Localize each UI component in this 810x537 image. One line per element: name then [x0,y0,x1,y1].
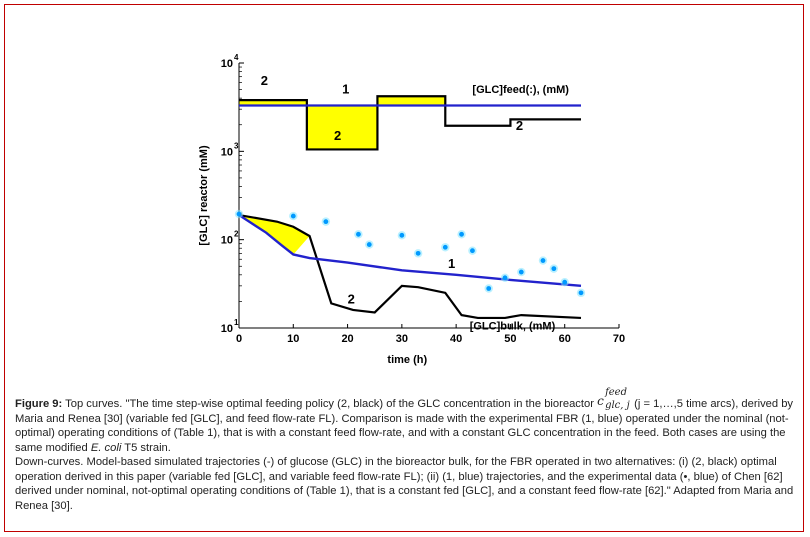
x-tick-label-40: 40 [450,333,462,345]
caption-down: Down-curves. Model-based simulated traje… [15,456,794,512]
label-top-optimal-mid: 2 [334,128,341,143]
x-tick-label-50: 50 [504,333,516,345]
x-tick-label-70: 70 [613,333,625,345]
y-tick-exp-1: 1 [234,318,239,327]
label-top-nominal: 1 [342,82,349,97]
series-bulk-nominal [238,214,582,288]
caption-strain-italic: E. coli [90,441,122,454]
feed-symbol: c feed glc, j [597,387,631,411]
figure-label: Figure 9: [15,398,63,410]
y-tick-exp-2: 2 [234,230,239,239]
experimental-point [540,258,546,263]
x-tick-label-0: 0 [236,333,242,345]
label-bottom-nominal: 1 [448,256,455,271]
feed-fill-region-1 [239,100,307,106]
figure-image: 0 10 20 30 40 50 60 70 10 1 10 2 10 3 10 4 [GLC] reactor… [189,43,629,377]
label-top-optimal-right: 2 [516,118,523,133]
caption-top: Figure 9: Top curves. "The time step-wis… [15,387,795,455]
x-axis-label: time (h) [387,354,427,366]
experimental-point [290,213,296,219]
label-bulk: [GLC]bulk, (mM) [470,321,556,333]
experimental-point [518,269,524,275]
experimental-point [486,286,492,291]
label-feed: [GLC]feed(:), (mM) [472,84,569,96]
y-axis-label: [GLC] reactor (mM) [198,145,210,246]
experimental-point [415,250,421,256]
y-tick-exp-3: 3 [234,141,239,150]
y-tick-base-4: 10 [221,58,233,70]
feed-symbol-sub: glc, j [605,400,630,411]
feed-symbol-base: c [597,394,604,408]
series-feed-optimal [239,95,581,151]
experimental-point [578,290,584,296]
feed-fill-region-3 [377,96,446,106]
experimental-point [442,244,448,250]
x-tick-label-20: 20 [341,333,353,345]
label-bottom-optimal: 2 [348,291,355,306]
experimental-point [236,211,242,217]
caption-top-text-3: T5 strain. [121,441,171,454]
experimental-point [459,231,464,237]
feed-symbol-sup: feed [605,387,628,398]
label-top-optimal-left: 2 [261,73,268,88]
figure-caption: Figure 9: Top curves. "The time step-wis… [15,387,795,513]
feed-fill-region-2 [306,105,378,150]
experimental-point [399,232,405,238]
bulk-fill-region [239,215,310,255]
experimental-point [356,231,361,237]
experimental-point [470,248,475,254]
caption-top-text-2: (j = 1,…,5 time arcs), derived by Maria … [15,398,794,454]
experimental-point [366,242,372,247]
x-tick-label-10: 10 [287,333,299,345]
y-tick-exp-4: 4 [234,53,239,62]
caption-top-text-1: Top curves. "The time step-wise optimal … [62,398,598,410]
y-tick-base-3: 10 [221,146,233,158]
series-bulk-optimal [238,213,582,320]
y-tick-base-2: 10 [221,235,233,247]
y-tick-base-1: 10 [221,323,233,335]
experimental-point [502,275,508,281]
experimental-point [562,279,568,285]
experimental-point [323,219,329,225]
experimental-point [551,266,557,272]
x-tick-label-60: 60 [559,333,571,345]
x-tick-label-30: 30 [396,333,408,345]
